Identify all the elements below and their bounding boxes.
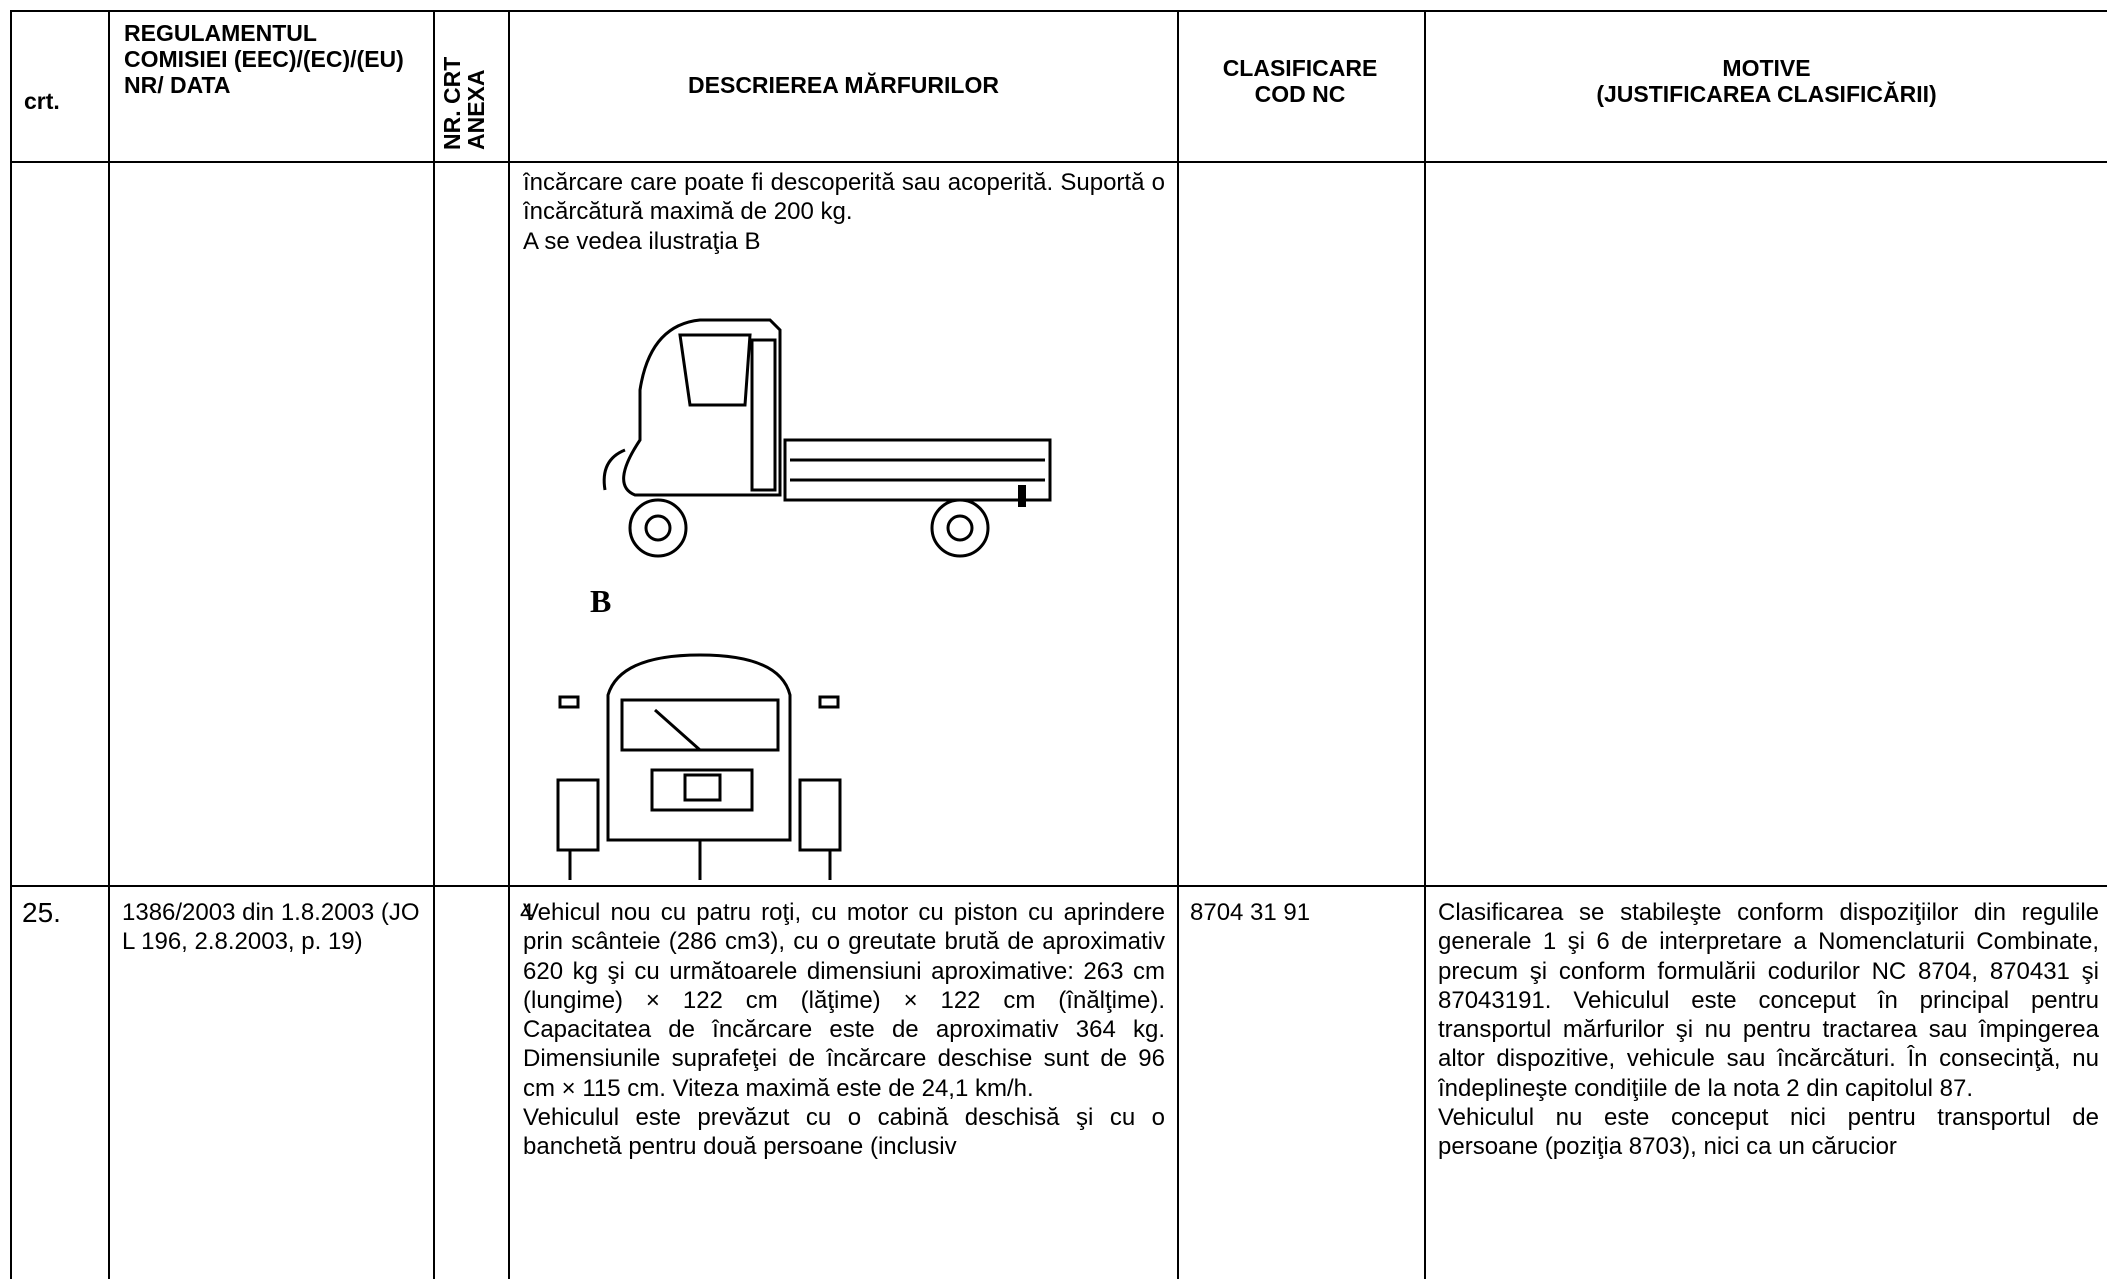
paragraph: încărcare care poate fi descoperită sau … — [523, 169, 1165, 226]
header-cell: crt. — [24, 88, 60, 114]
figure-label: B — [590, 583, 612, 619]
header-text: (JUSTIFICAREA CLASIFICĂRII) — [1596, 81, 1937, 107]
paragraph: Vehiculul nu este conceput nici pentru t… — [1438, 1104, 2099, 1161]
rule — [10, 10, 12, 1279]
header-text: NR. CRT — [440, 56, 465, 150]
paragraph: Vehicul nou cu patru roţi, cu motor cu p… — [523, 899, 1165, 1102]
rule — [10, 10, 2107, 12]
description: Vehicul nou cu patru roţi, cu motor cu p… — [523, 898, 1165, 1279]
paragraph: Vehiculul este prevăzut cu o cabină desc… — [523, 1104, 1165, 1161]
rule — [508, 10, 510, 1279]
paragraph: Clasificarea se stabileşte conform dispo… — [1438, 899, 2099, 1102]
header-cell: NR. CRT ANEXA — [440, 20, 504, 150]
header-cell: REGULAMENTUL COMISIEI (EEC)/(EC)/(EU) NR… — [124, 20, 404, 98]
cell: 8704 31 91 — [1190, 899, 1311, 926]
header-text: MOTIVE — [1722, 55, 1811, 81]
vehicle-illustration — [556, 318, 1052, 880]
rule — [433, 10, 435, 1279]
header-text: ANEXA — [463, 69, 489, 150]
rule — [1177, 10, 1179, 1279]
cell: 4 — [520, 899, 534, 926]
cell: 25. — [22, 898, 61, 928]
rule — [108, 10, 110, 1279]
reasons: Clasificarea se stabileşte conform dispo… — [1438, 898, 2099, 1279]
header-cell: CLASIFICARE COD NC — [1222, 55, 1378, 107]
rule — [10, 885, 2107, 887]
rule — [10, 161, 2107, 163]
header-cell: DESCRIEREA MĂRFURILOR — [688, 72, 999, 98]
description: încărcare care poate fi descoperită sau … — [523, 168, 1165, 256]
paragraph: A se vedea ilustraţia B — [523, 227, 761, 255]
cell: 1386/2003 din 1.8.2003 (JO L 196, 2.8.20… — [122, 899, 420, 956]
rule — [1424, 10, 1426, 1279]
header-cell: MOTIVE (JUSTIFICAREA CLASIFICĂRII) — [1426, 55, 2107, 107]
